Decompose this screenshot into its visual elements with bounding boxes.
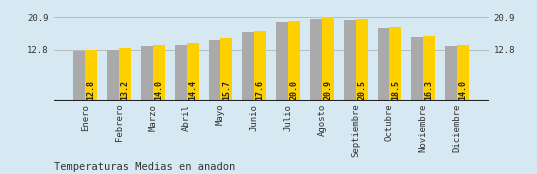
Bar [445, 46, 457, 101]
Bar [175, 45, 187, 101]
Text: 12.8: 12.8 [86, 80, 96, 100]
Bar [119, 48, 131, 101]
Bar [457, 45, 469, 101]
Text: 17.6: 17.6 [256, 80, 265, 100]
Bar [74, 51, 85, 101]
Bar [276, 22, 288, 101]
Text: 15.7: 15.7 [222, 80, 231, 100]
Bar [411, 37, 423, 101]
Bar [322, 17, 333, 101]
Text: 13.2: 13.2 [120, 80, 129, 100]
Bar [187, 43, 199, 101]
Text: 16.3: 16.3 [425, 80, 434, 100]
Text: Temperaturas Medias en anadon: Temperaturas Medias en anadon [54, 162, 235, 172]
Bar [378, 28, 389, 101]
Text: 20.0: 20.0 [289, 80, 299, 100]
Text: 18.5: 18.5 [391, 80, 400, 100]
Text: 14.0: 14.0 [459, 80, 468, 100]
Text: 20.9: 20.9 [323, 80, 332, 100]
Bar [423, 36, 435, 101]
Bar [288, 21, 300, 101]
Bar [153, 45, 165, 101]
Text: 20.5: 20.5 [357, 80, 366, 100]
Text: 14.0: 14.0 [154, 80, 163, 100]
Bar [209, 39, 221, 101]
Bar [255, 31, 266, 101]
Text: 14.4: 14.4 [188, 80, 197, 100]
Bar [310, 19, 322, 101]
Bar [107, 50, 119, 101]
Bar [344, 20, 355, 101]
Bar [355, 19, 367, 101]
Bar [141, 46, 153, 101]
Bar [85, 50, 97, 101]
Bar [243, 32, 255, 101]
Bar [221, 38, 233, 101]
Bar [389, 27, 401, 101]
